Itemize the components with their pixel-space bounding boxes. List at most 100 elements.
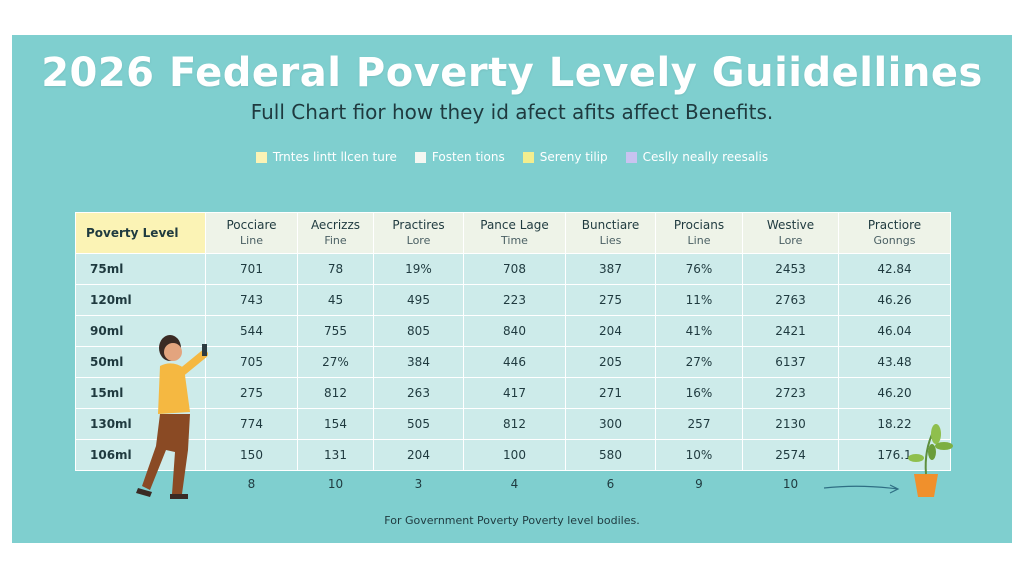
table-cell: 446: [463, 346, 566, 378]
table-row: 15ml 275 812 263 417 271 16% 2723 46.20: [75, 377, 951, 409]
header-label: Bunctiare: [581, 218, 640, 232]
table-cell: 743: [205, 284, 298, 316]
table-cell: 812: [463, 408, 566, 440]
header-cell: Procians Line: [655, 212, 743, 254]
table-cell: 45: [297, 284, 374, 316]
table-cell: 580: [565, 439, 656, 471]
row-label: 106ml: [75, 439, 206, 471]
table-cell: 11%: [655, 284, 743, 316]
table-cell: 2453: [742, 253, 839, 285]
table-cell: 6137: [742, 346, 839, 378]
table-cell: 708: [463, 253, 566, 285]
table-cell: 27%: [655, 346, 743, 378]
table-cell: 755: [297, 315, 374, 347]
table-cell: 275: [205, 377, 298, 409]
footer-cell: 10: [782, 477, 799, 491]
table-cell: 384: [373, 346, 464, 378]
header-cell: Westive Lore: [742, 212, 839, 254]
legend-item: Ceslly neally reesalis: [625, 150, 769, 164]
legend-item: Sereny tilip: [522, 150, 608, 164]
footer-cell: 6: [606, 477, 615, 491]
header-sublabel: Lore: [406, 234, 431, 247]
footer-cell: 4: [510, 477, 519, 491]
legend-label: Ceslly neally reesalis: [642, 150, 769, 164]
header-row: Poverty Level Pocciare Line Aecrizzs Fine Pra…: [75, 212, 951, 254]
legend-item: Trntes lintt llcen ture: [255, 150, 397, 164]
table-cell: 257: [655, 408, 743, 440]
table-cell: 176.1: [838, 439, 951, 471]
legend-label: Sereny tilip: [539, 150, 608, 164]
footer-spacer: [839, 471, 951, 498]
table-cell: 27%: [297, 346, 374, 378]
table-cell: 2421: [742, 315, 839, 347]
table-cell: 275: [565, 284, 656, 316]
table-cell: 100: [463, 439, 566, 471]
footer-cell: 10: [327, 477, 344, 491]
footer-row: 8 10 3 4 6 9 10: [76, 471, 951, 498]
table-cell: 840: [463, 315, 566, 347]
table-row: 50ml 705 27% 384 446 205 27% 6137 43.48: [75, 346, 951, 378]
row-label: 15ml: [75, 377, 206, 409]
header-cell: Pance Lage Time: [463, 212, 566, 254]
table-cell: 300: [565, 408, 656, 440]
table-cell: 46.26: [838, 284, 951, 316]
row-label: 90ml: [75, 315, 206, 347]
header-sublabel: Lore: [778, 234, 803, 247]
footer-cell: 8: [247, 477, 256, 491]
table-row: 120ml 743 45 495 223 275 11% 2763 46.26: [75, 284, 951, 316]
legend-swatch: [522, 151, 534, 163]
table-cell: 387: [565, 253, 656, 285]
table-cell: 263: [373, 377, 464, 409]
legend-swatch: [255, 151, 267, 163]
header-sublabel: Lies: [599, 234, 622, 247]
table-cell: 2723: [742, 377, 839, 409]
header-sublabel: Fine: [324, 234, 347, 247]
row-label: 130ml: [75, 408, 206, 440]
footer-spacer: [76, 471, 206, 498]
legend-item: Fosten tions: [414, 150, 505, 164]
table-row: 90ml 544 755 805 840 204 41% 2421 46.04: [75, 315, 951, 347]
table-cell: 76%: [655, 253, 743, 285]
table-cell: 505: [373, 408, 464, 440]
table-cell: 2574: [742, 439, 839, 471]
table-cell: 2130: [742, 408, 839, 440]
table-row: 130ml 774 154 505 812 300 257 2130 18.22: [75, 408, 951, 440]
header-label: Procians: [673, 218, 725, 232]
header-label: Poverty Level: [86, 226, 179, 240]
table-cell: 205: [565, 346, 656, 378]
row-label: 50ml: [75, 346, 206, 378]
table-cell: 204: [373, 439, 464, 471]
header-cell: Aecrizzs Fine: [297, 212, 374, 254]
table-cell: 417: [463, 377, 566, 409]
table-cell: 2763: [742, 284, 839, 316]
table-cell: 41%: [655, 315, 743, 347]
footer-cell: 3: [414, 477, 423, 491]
table-cell: 78: [297, 253, 374, 285]
table-row: 75ml 701 78 19% 708 387 76% 2453 42.84: [75, 253, 951, 285]
header-label: Pocciare: [226, 218, 277, 232]
legend-swatch: [625, 151, 637, 163]
table-cell: 805: [373, 315, 464, 347]
legend-swatch: [414, 151, 426, 163]
legend-label: Trntes lintt llcen ture: [272, 150, 397, 164]
header-label: Aecrizzs: [310, 218, 361, 232]
header-label: Practires: [392, 218, 445, 232]
table-cell: 774: [205, 408, 298, 440]
table-cell: 150: [205, 439, 298, 471]
header-cell: Poverty Level: [75, 212, 206, 254]
legend: Trntes lintt llcen ture Fosten tions Seren…: [0, 150, 1024, 164]
header-sublabel: Line: [687, 234, 711, 247]
header-cell: Practiore Gonngs: [838, 212, 951, 254]
row-label: 75ml: [75, 253, 206, 285]
footer-cell: 9: [695, 477, 703, 491]
footnote: For Government Poverty Poverty level bod…: [384, 514, 640, 527]
title: 2026 Federal Poverty Levely Guiidellines: [41, 50, 983, 96]
table-cell: 204: [565, 315, 656, 347]
legend-label: Fosten tions: [431, 150, 505, 164]
row-label: 120ml: [75, 284, 206, 316]
table-row: 106ml 150 131 204 100 580 10% 2574 176.1: [75, 439, 951, 471]
header-label: Pance Lage: [480, 218, 549, 232]
subtitle: Full Chart fior how they id afect afits …: [250, 100, 774, 124]
header-cell: Practires Lore: [373, 212, 464, 254]
header-cell: Pocciare Line: [205, 212, 298, 254]
